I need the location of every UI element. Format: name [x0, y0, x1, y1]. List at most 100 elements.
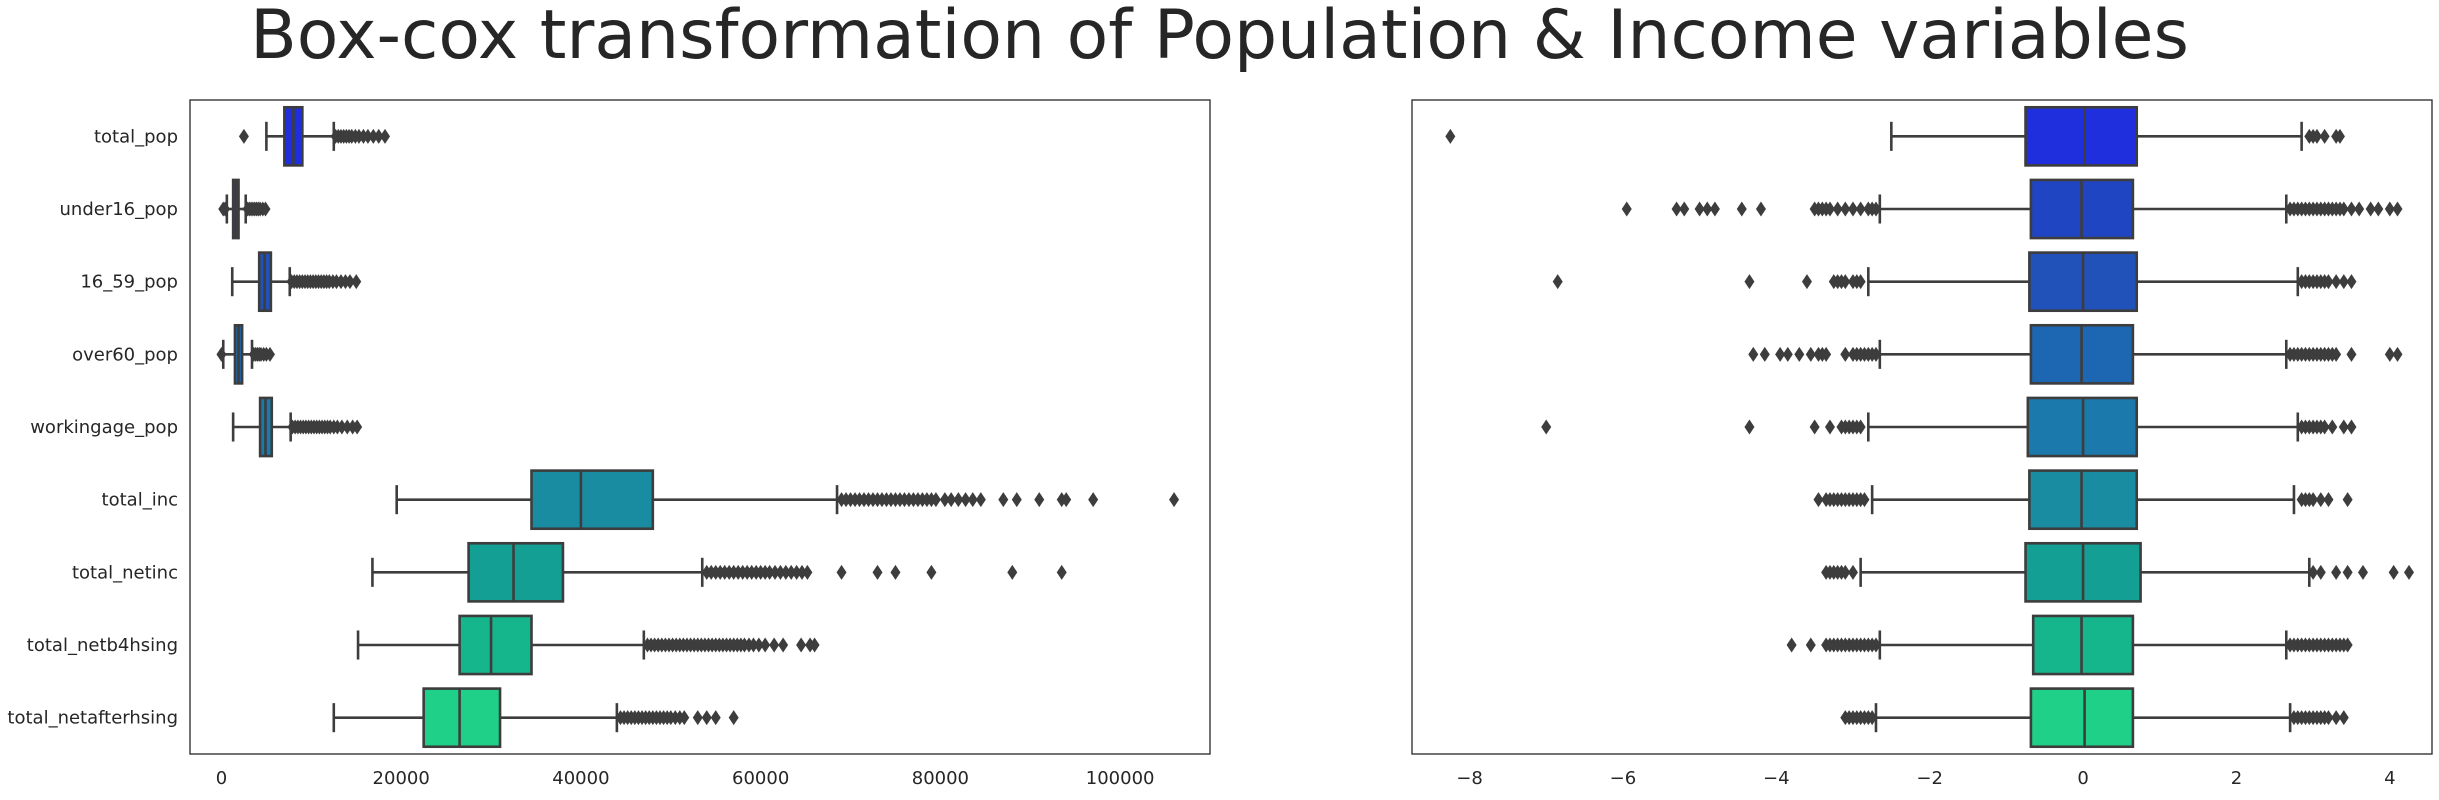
box-under16_pop — [1621, 178, 2403, 240]
outlier-point — [796, 637, 807, 653]
outlier-point — [1169, 492, 1180, 508]
outlier-point — [2331, 274, 2342, 290]
outlier-point — [975, 492, 986, 508]
outlier-point — [778, 637, 789, 653]
box-total_netinc — [371, 541, 1067, 603]
x-tick-label: −8 — [1456, 768, 1483, 789]
outlier-point — [2311, 128, 2322, 144]
outlier-point — [692, 710, 703, 726]
y-tick-label: 16_59_pop — [80, 272, 178, 293]
outlier-point — [679, 710, 690, 726]
outlier-point — [1702, 201, 1713, 217]
iqr-box — [422, 687, 502, 749]
outlier-point — [1805, 637, 1816, 653]
outlier-point — [797, 564, 807, 580]
outlier-point — [1034, 492, 1045, 508]
outlier-point — [748, 637, 759, 653]
outlier-point — [1755, 201, 1766, 217]
outlier-point — [1805, 346, 1816, 362]
iqr-box — [2029, 687, 2135, 749]
outlier-point — [728, 710, 739, 726]
outlier-point — [2342, 637, 2353, 653]
y-tick-label: total_netafterhsing — [7, 708, 178, 729]
outlier-point — [373, 128, 384, 144]
outlier-point — [380, 128, 391, 144]
y-tick-label: over60_pop — [72, 344, 178, 365]
outlier-point — [2365, 201, 2376, 217]
outlier-point — [1061, 492, 1072, 508]
outlier-point — [2331, 346, 2342, 362]
outlier-point — [342, 419, 353, 435]
outlier-point — [2357, 564, 2368, 580]
x-tick-label: 0 — [2077, 768, 2088, 789]
x-tick-label: 40000 — [552, 768, 609, 789]
outlier-point — [1786, 637, 1797, 653]
outlier-point — [362, 128, 373, 144]
outlier-point — [1870, 201, 1881, 217]
outlier-point — [2342, 492, 2353, 508]
outlier-point — [960, 492, 971, 508]
outlier-point — [701, 710, 712, 726]
outlier-point — [1744, 419, 1755, 435]
outlier-point — [2323, 274, 2334, 290]
outlier-point — [2346, 419, 2357, 435]
outlier-point — [1809, 419, 1820, 435]
box-workingage_pop — [231, 396, 363, 458]
x-tick-label: −4 — [1763, 768, 1790, 789]
outlier-point — [953, 492, 964, 508]
outlier-point — [1621, 201, 1632, 217]
outlier-point — [1847, 564, 1858, 580]
outlier-point — [2323, 710, 2334, 726]
outlier-point — [2327, 419, 2338, 435]
outlier-point — [2384, 201, 2395, 217]
outlier-point — [216, 346, 227, 362]
outlier-point — [1840, 346, 1851, 362]
outlier-point — [336, 419, 347, 435]
x-tick-label: 100000 — [1086, 768, 1155, 789]
outlier-point — [1855, 201, 1866, 217]
iqr-box — [530, 469, 655, 531]
outlier-point — [1007, 564, 1018, 580]
outlier-point — [769, 637, 780, 653]
outlier-point — [1759, 346, 1770, 362]
outlier-point — [260, 201, 271, 217]
outlier-point — [1821, 346, 1832, 362]
outlier-point — [2388, 564, 2399, 580]
box-total_netinc — [1821, 541, 2414, 603]
outlier-point — [760, 637, 771, 653]
outlier-point — [238, 128, 249, 144]
outlier-point — [1736, 201, 1747, 217]
outlier-point — [1782, 346, 1793, 362]
box-over60_pop — [216, 323, 275, 385]
outlier-point — [1088, 492, 1099, 508]
outlier-point — [1840, 201, 1851, 217]
box-total_netafterhsing — [1840, 687, 2349, 749]
outlier-point — [967, 492, 978, 508]
outlier-point — [2392, 201, 2403, 217]
box-over60_pop — [1748, 323, 2403, 385]
outlier-point — [2342, 564, 2353, 580]
iqr-box — [467, 541, 565, 603]
outlier-point — [1056, 564, 1067, 580]
outlier-point — [1541, 419, 1552, 435]
outlier-point — [368, 128, 379, 144]
outlier-point — [2331, 710, 2342, 726]
outlier-point — [872, 564, 883, 580]
outlier-point — [764, 564, 775, 580]
outlier-point — [1855, 274, 1866, 290]
box-total_netb4hsing — [1786, 614, 2353, 676]
iqr-box — [2031, 614, 2135, 676]
x-tick-label: −6 — [1610, 768, 1637, 789]
outlier-point — [1694, 201, 1705, 217]
outlier-point — [2346, 346, 2357, 362]
y-tick-label: workingage_pop — [30, 417, 178, 438]
outlier-point — [2315, 564, 2326, 580]
y-tick-label: under16_pop — [60, 199, 179, 220]
y-tick-label: total_pop — [94, 126, 178, 147]
iqr-box — [458, 614, 533, 676]
box-16_59_pop — [1552, 251, 2357, 313]
outlier-point — [753, 637, 764, 653]
outlier-point — [1552, 274, 1563, 290]
box-total_pop — [1445, 105, 2345, 167]
outlier-point — [1859, 492, 1870, 508]
